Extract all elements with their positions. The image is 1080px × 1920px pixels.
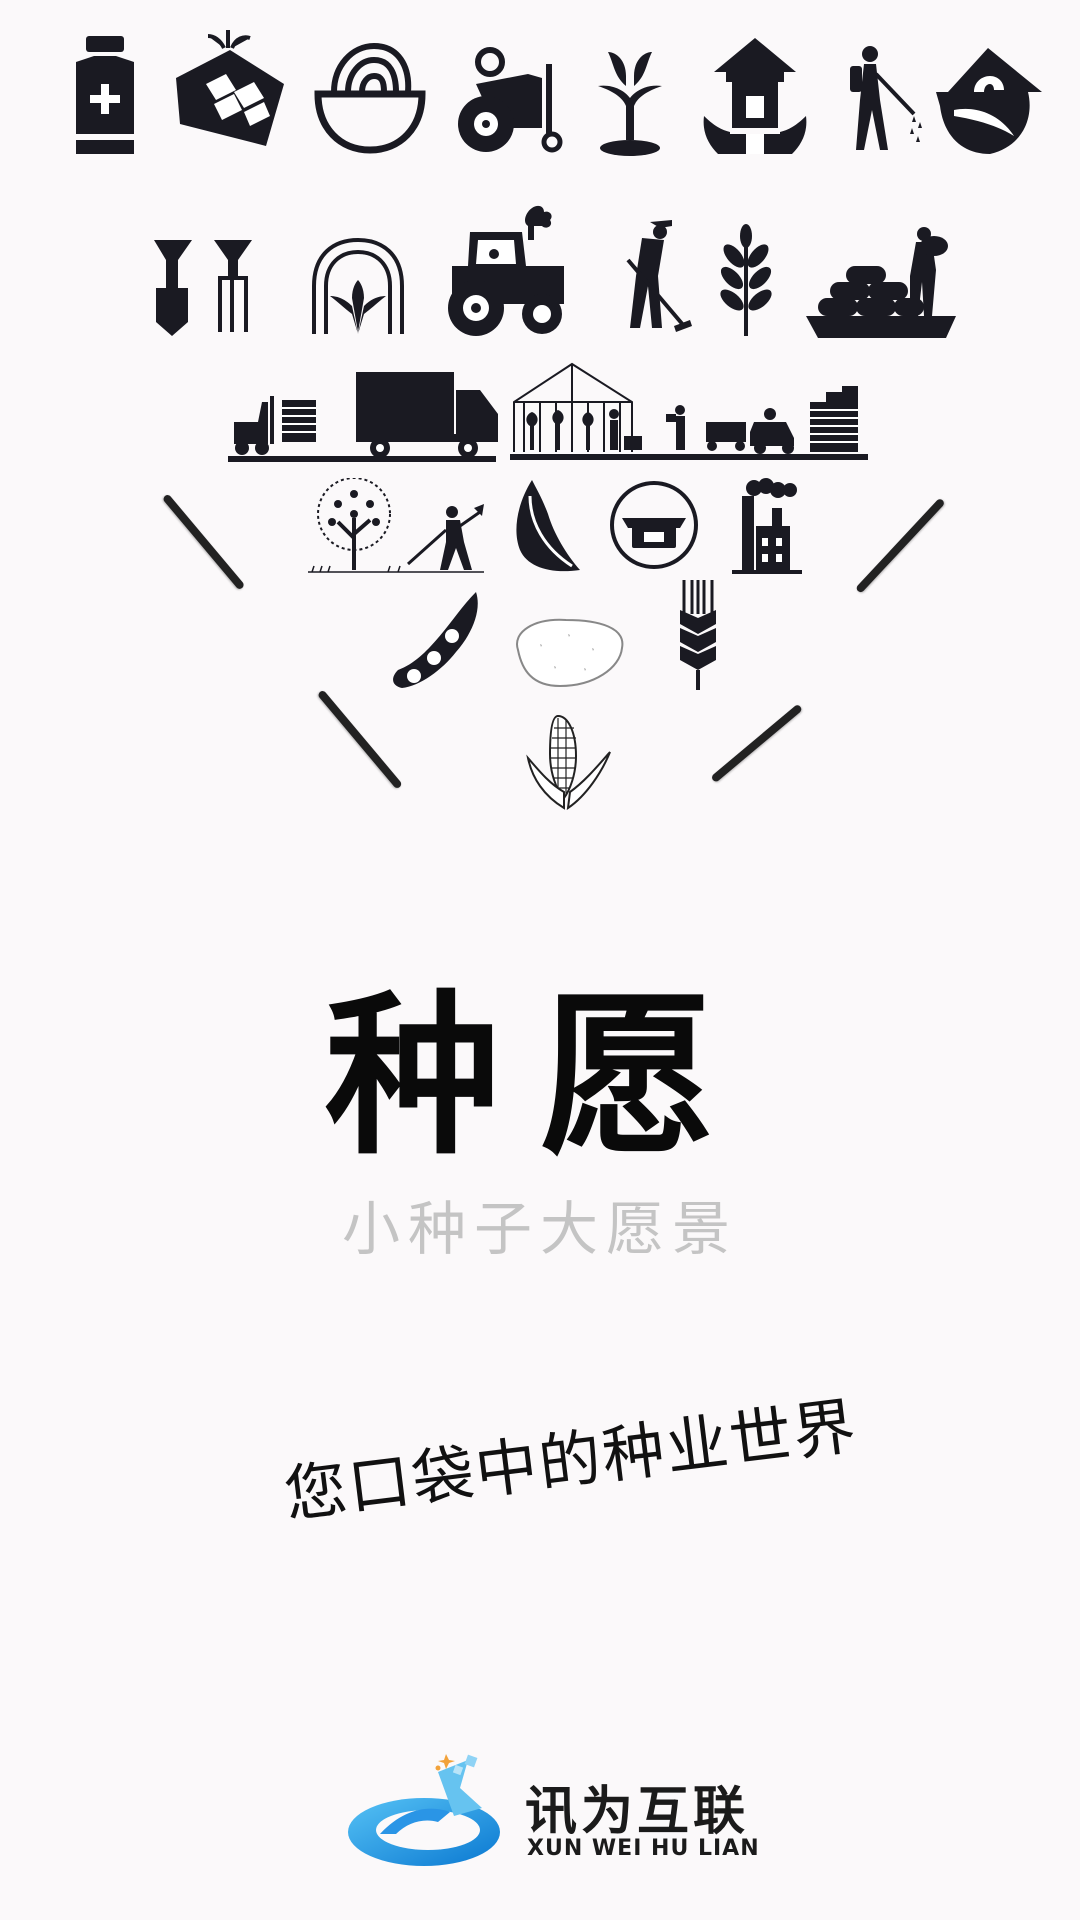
brand-footer xyxy=(340,1748,760,1878)
decorative-dash-left-top xyxy=(161,493,246,591)
medicine-bottle-icon xyxy=(76,36,134,154)
sprout-icon xyxy=(598,52,662,156)
tractor-icon xyxy=(458,47,563,153)
soybean-icon xyxy=(393,592,478,688)
app-title: 种愿 xyxy=(325,976,755,1179)
wheat-plant-icon xyxy=(720,224,772,336)
greenhouse-storage-icon xyxy=(510,362,868,460)
corn-icon xyxy=(526,714,611,810)
app-subtitle: 小种子大愿景 xyxy=(341,1195,738,1263)
sprayer-worker-icon xyxy=(850,46,922,150)
shovel-fork-icon xyxy=(154,240,252,336)
hoeing-farmer-icon xyxy=(626,220,692,332)
factory-icon xyxy=(732,478,802,574)
logistics-truck-icon xyxy=(228,372,498,462)
feather-leaf-icon xyxy=(516,480,580,572)
pagoda-house-icon xyxy=(703,38,807,154)
noodle-bowl-icon xyxy=(314,42,426,154)
seed-packet-icon xyxy=(610,481,698,569)
seed-bag-icon xyxy=(176,30,284,146)
greenhouse-arch-icon xyxy=(312,237,404,334)
wheat-ear-icon xyxy=(680,580,716,690)
driving-tractor-icon xyxy=(448,205,564,336)
brand-name-cn: 讯为互联 xyxy=(525,1782,750,1842)
leaf-house-icon xyxy=(936,48,1042,154)
tree-harvest-icon xyxy=(308,478,484,573)
brand-logo-icon xyxy=(348,1754,500,1866)
slogan: 您口袋中的种业世界 xyxy=(280,1389,862,1532)
harvest-sacks-icon xyxy=(806,227,956,338)
decorative-dash-right-bottom xyxy=(710,703,803,784)
potato-icon xyxy=(516,618,624,688)
decorative-dash-right-top xyxy=(855,497,946,594)
brand-name-en: XUN WEI HU LIAN xyxy=(527,1836,760,1861)
decorative-dash-left-bottom xyxy=(316,689,403,790)
icon-collage xyxy=(0,0,1080,820)
